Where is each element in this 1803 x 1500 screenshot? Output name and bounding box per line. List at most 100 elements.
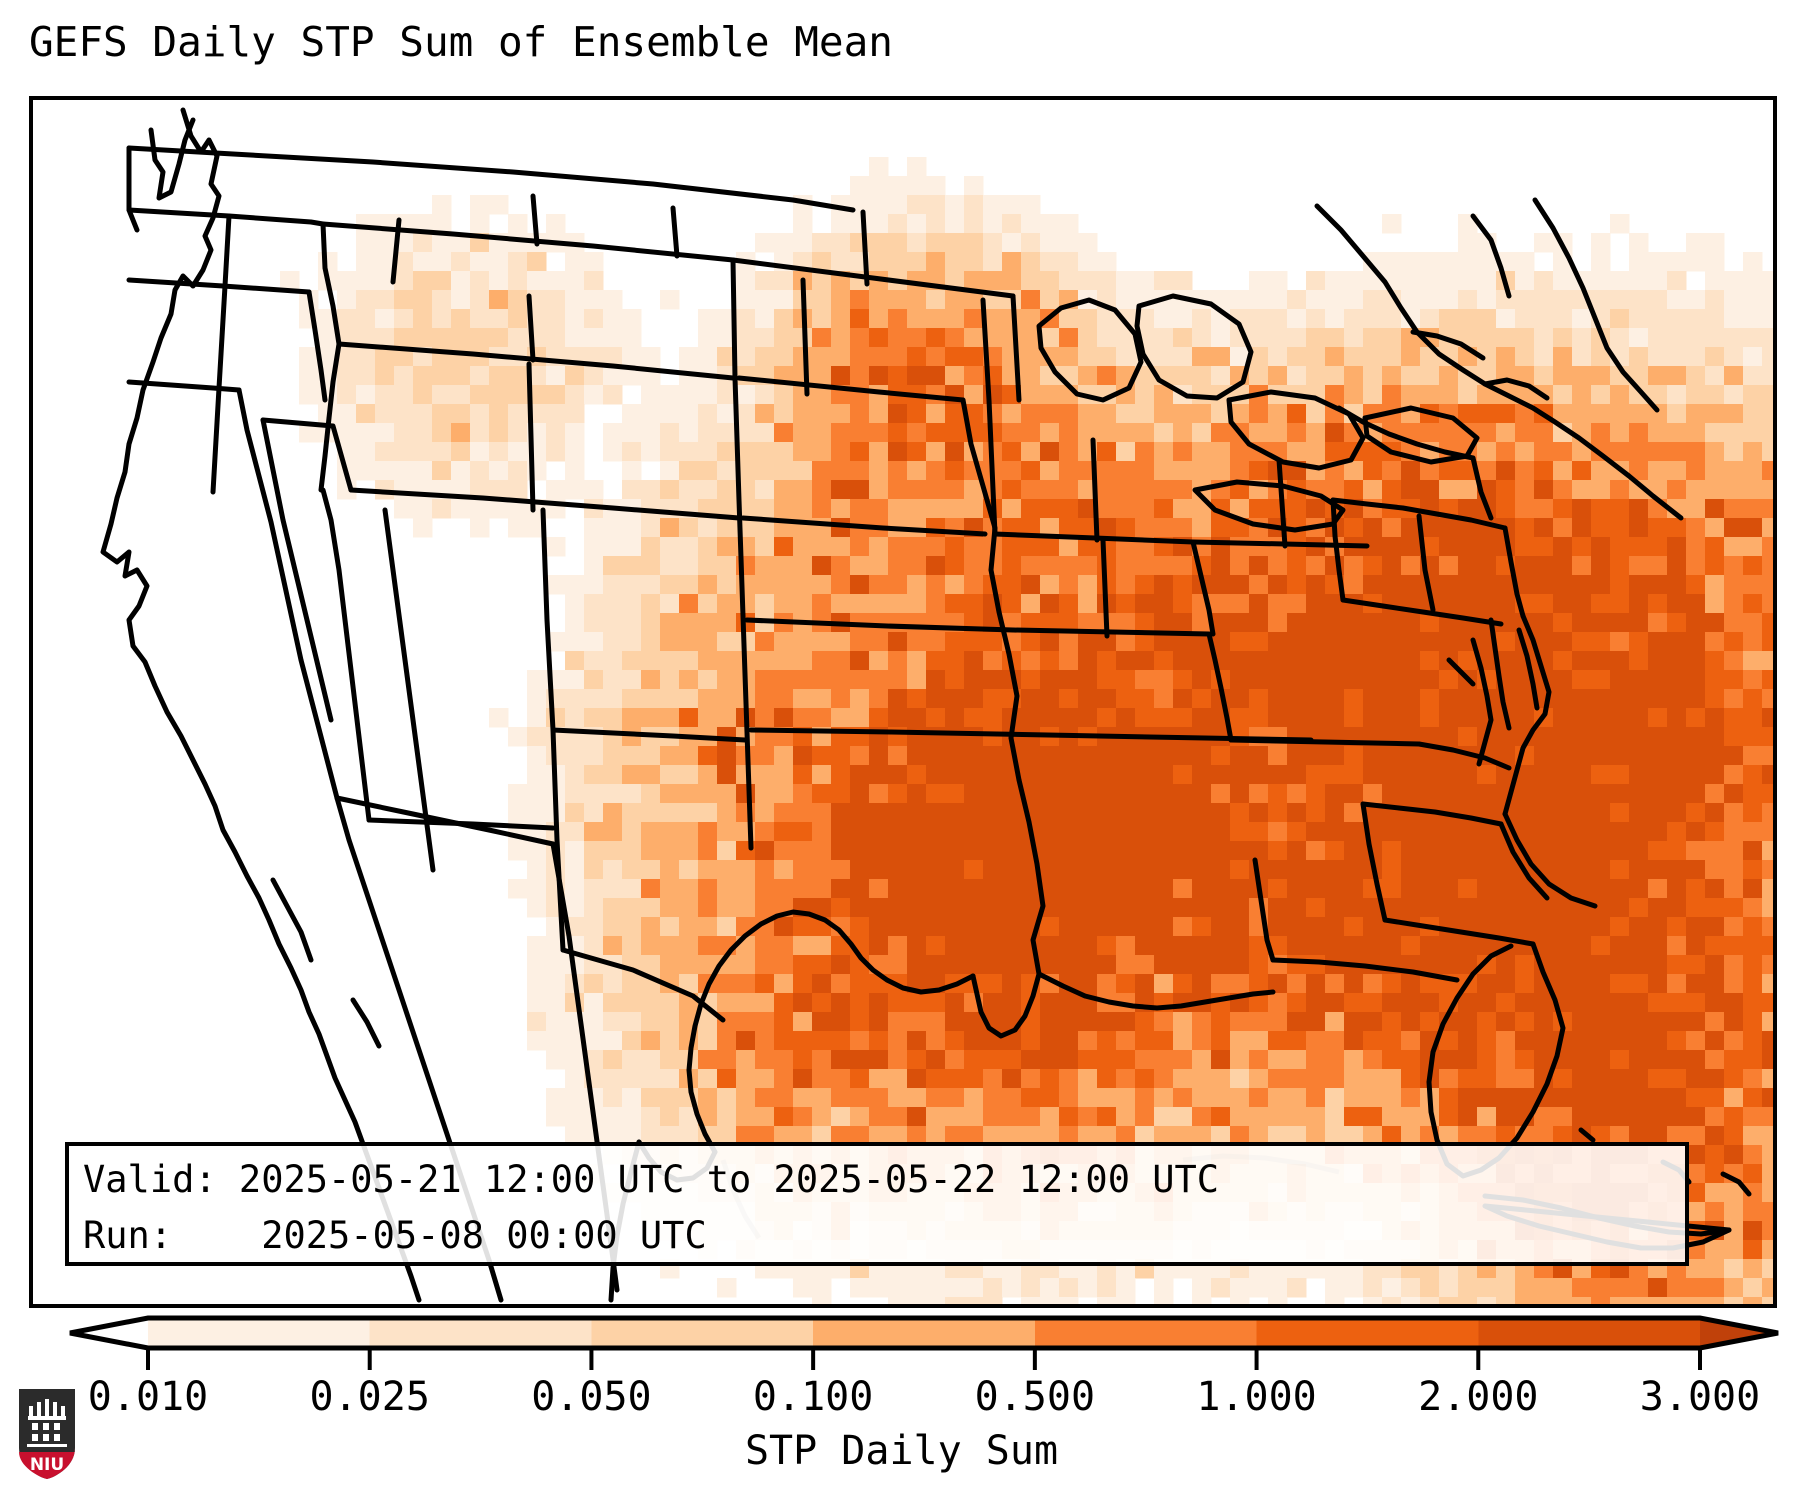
stp-grid-cell [1344, 860, 1364, 880]
stp-grid-cell [1439, 670, 1459, 690]
stp-grid-cell [850, 803, 870, 823]
stp-grid-cell [1629, 271, 1649, 291]
stp-grid-cell [1287, 974, 1307, 994]
stp-grid-cell [1287, 670, 1307, 690]
stp-grid-cell [907, 157, 927, 177]
stp-grid-cell [1059, 803, 1079, 823]
stp-grid-cell [1325, 651, 1345, 671]
stp-grid-cell [983, 214, 1003, 234]
stp-grid-cell [679, 480, 699, 500]
stp-grid-cell [1268, 271, 1288, 291]
stp-grid-cell [603, 328, 623, 348]
stp-grid-cell [1059, 1031, 1079, 1051]
stp-grid-cell [603, 632, 623, 652]
stp-grid-cell [1059, 480, 1079, 500]
stp-grid-cell [1705, 936, 1725, 956]
stp-grid-cell [1249, 461, 1269, 481]
stp-grid-cell [1762, 898, 1773, 918]
stp-grid-cell [850, 1126, 870, 1146]
stp-grid-cell [1572, 575, 1592, 595]
stp-grid-cell [1230, 404, 1250, 424]
stp-grid-cell [717, 1278, 737, 1298]
stp-grid-cell [375, 461, 395, 481]
stp-grid-cell [622, 822, 642, 842]
stp-grid-cell [1477, 1069, 1497, 1089]
stp-grid-cell [1724, 1240, 1744, 1260]
stp-grid-cell [1686, 575, 1706, 595]
stp-grid-cell [1724, 1297, 1744, 1304]
stp-grid-cell [508, 233, 528, 253]
stp-grid-cell [603, 936, 623, 956]
stp-grid-cell [1610, 518, 1630, 538]
stp-grid-cell [717, 594, 737, 614]
stp-grid-cell [1192, 841, 1212, 861]
stp-grid-cell [1306, 1031, 1326, 1051]
stp-grid-cell [356, 290, 376, 310]
stp-grid-cell [1534, 480, 1554, 500]
stp-grid-cell [1363, 1126, 1383, 1146]
stp-grid-cell [1591, 385, 1611, 405]
stp-grid-cell [1059, 784, 1079, 804]
stp-grid-cell [1762, 1278, 1773, 1298]
stp-grid-cell [717, 784, 737, 804]
stp-grid-cell [565, 746, 585, 766]
stp-grid-cell [1724, 404, 1744, 424]
map-panel [29, 96, 1777, 1308]
stp-grid-cell [1230, 290, 1250, 310]
stp-grid-cell [1591, 936, 1611, 956]
stp-grid-cell [508, 442, 528, 462]
stp-grid-cell [1306, 1126, 1326, 1146]
stp-grid-cell [831, 442, 851, 462]
stp-grid-cell [470, 214, 490, 234]
stp-grid-cell [1097, 651, 1117, 671]
stp-grid-cell [1667, 670, 1687, 690]
stp-grid-cell [1667, 879, 1687, 899]
stp-grid-cell [1078, 366, 1098, 386]
stp-grid-cell [1059, 917, 1079, 937]
stp-grid-cell [1534, 1278, 1554, 1298]
stp-grid-cell [1553, 594, 1573, 614]
stp-grid-cell [1762, 936, 1773, 956]
stp-grid-cell [1135, 784, 1155, 804]
stp-grid-cell [1154, 670, 1174, 690]
stp-grid-cell [1192, 765, 1212, 785]
stp-grid-cell [1401, 613, 1421, 633]
stp-grid-cell [1382, 575, 1402, 595]
stp-grid-cell [622, 651, 642, 671]
stp-grid-cell [1610, 860, 1630, 880]
stp-grid-cell [1192, 423, 1212, 443]
stp-grid-cell [1249, 784, 1269, 804]
stp-grid-cell [1420, 366, 1440, 386]
stp-grid-cell [375, 290, 395, 310]
stp-grid-cell [1420, 480, 1440, 500]
stp-grid-cell [831, 556, 851, 576]
stp-grid-cell [1344, 841, 1364, 861]
stp-grid-cell [698, 480, 718, 500]
stp-grid-cell [1477, 1107, 1497, 1127]
stp-grid-cell [394, 309, 414, 329]
stp-grid-cell [1325, 1031, 1345, 1051]
stp-grid-cell [1591, 518, 1611, 538]
stp-grid-cell [774, 271, 794, 291]
stp-grid-cell [584, 993, 604, 1013]
stp-grid-cell [1743, 480, 1763, 500]
stp-grid-cell [1724, 556, 1744, 576]
stp-grid-cell [1553, 632, 1573, 652]
stp-grid-cell [983, 651, 1003, 671]
stp-grid-cell [641, 670, 661, 690]
stp-grid-cell [1724, 271, 1744, 291]
stp-grid-cell [413, 290, 433, 310]
stp-grid-cell [888, 746, 908, 766]
stp-grid-cell [1135, 1031, 1155, 1051]
stp-grid-cell [907, 898, 927, 918]
stp-grid-cell [1135, 271, 1155, 291]
stp-grid-cell [1135, 898, 1155, 918]
stp-grid-cell [1173, 936, 1193, 956]
stp-grid-cell [850, 1278, 870, 1298]
stp-grid-cell [736, 1069, 756, 1089]
stp-grid-cell [1439, 879, 1459, 899]
stp-grid-cell [907, 1069, 927, 1089]
stp-grid-cell [1002, 879, 1022, 899]
stp-grid-cell [622, 936, 642, 956]
stp-grid-cell [1363, 537, 1383, 557]
